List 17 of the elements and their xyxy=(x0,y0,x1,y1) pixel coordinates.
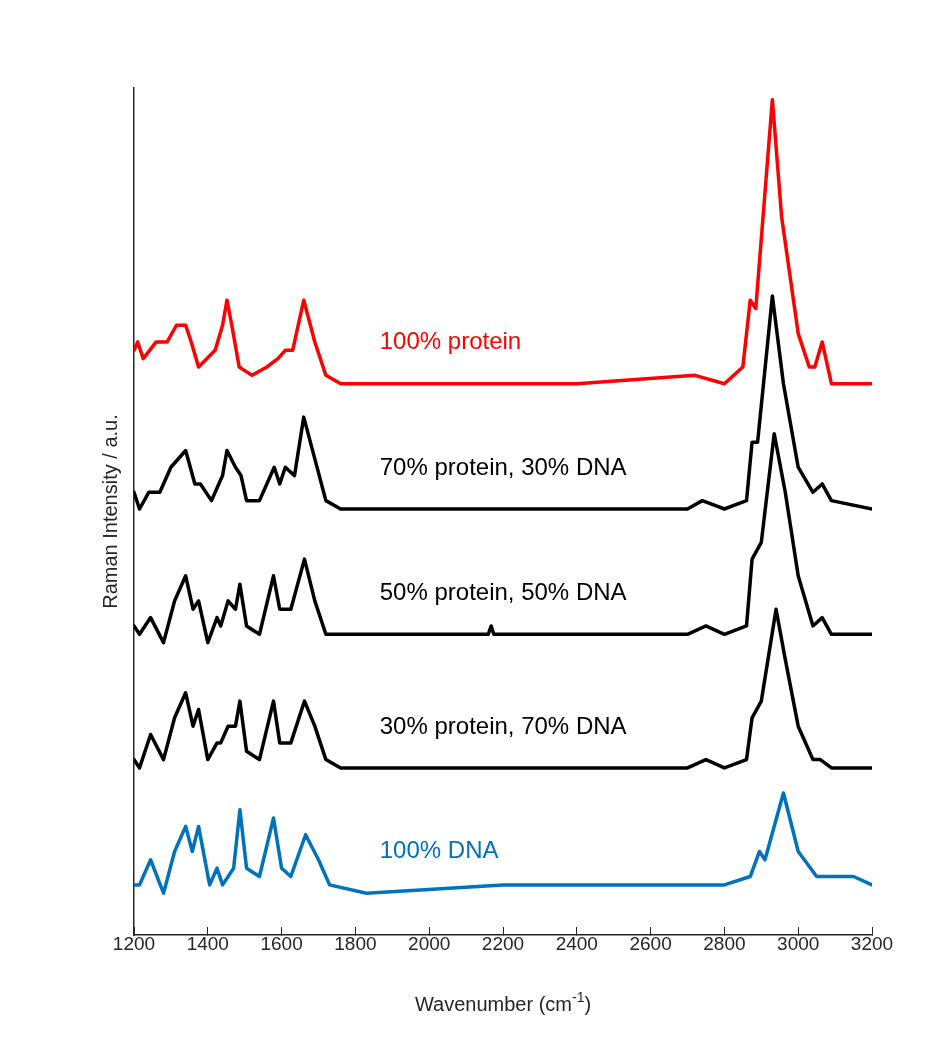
x-tick-label: 2000 xyxy=(408,932,451,954)
y-axis-title: Raman Intensity / a.u. xyxy=(98,414,121,609)
series-label: 100% DNA xyxy=(379,836,499,864)
x-tick-label: 1400 xyxy=(186,932,229,954)
series-label: 30% protein, 70% DNA xyxy=(379,711,627,739)
x-tick-label: 2600 xyxy=(629,932,672,954)
x-tick-label: 3200 xyxy=(850,932,894,954)
x-tick-label: 1200 xyxy=(112,932,156,954)
series-label: 70% protein, 30% DNA xyxy=(379,452,627,480)
series-label: 100% protein xyxy=(379,327,522,355)
x-tick-label: 2800 xyxy=(703,932,746,954)
x-tick-label: 1600 xyxy=(260,932,303,954)
x-tick-label: 2400 xyxy=(555,932,598,954)
x-tick-label: 2200 xyxy=(481,932,525,954)
series-label: 50% protein, 50% DNA xyxy=(379,577,627,605)
x-tick-label: 3000 xyxy=(777,932,820,954)
x-tick-label: 1800 xyxy=(334,932,377,954)
